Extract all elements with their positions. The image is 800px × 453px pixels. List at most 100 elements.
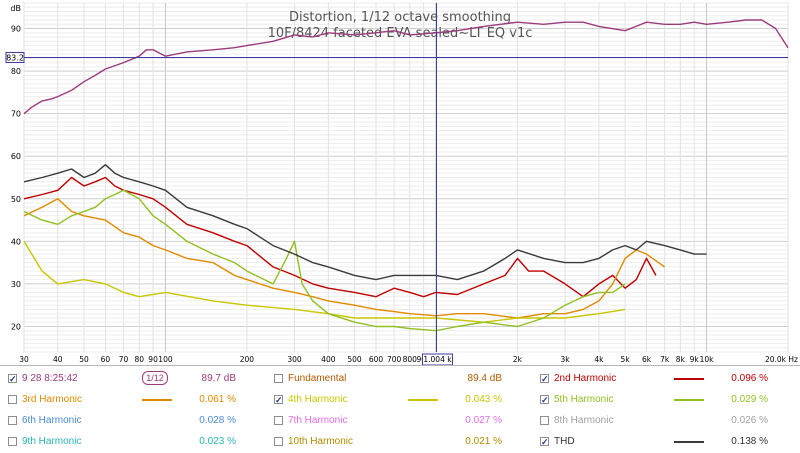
- legend-item-label: 2nd Harmonic: [554, 373, 617, 384]
- x-tick-label: 4k: [594, 355, 604, 364]
- legend-item-value: 0.026 %: [731, 415, 768, 426]
- legend-item-value: 0.138 %: [731, 436, 768, 447]
- legend-item-label: 3rd Harmonic: [22, 394, 83, 405]
- legend-item-label: 6th Harmonic: [22, 415, 82, 426]
- cursor-level-label: 83.2: [6, 53, 24, 62]
- legend-swatch: [408, 399, 438, 401]
- legend-item-label: 4th Harmonic: [288, 394, 348, 405]
- x-tick-label: 800: [403, 355, 418, 364]
- legend-checkbox[interactable]: [8, 437, 17, 446]
- legend-item-label: THD: [554, 436, 575, 447]
- legend-swatch: [142, 399, 172, 401]
- x-tick-label: 500: [347, 355, 362, 364]
- series-line: [23, 19, 789, 115]
- x-tick-label: 200: [240, 355, 255, 364]
- legend-checkbox[interactable]: [274, 437, 283, 446]
- y-tick-label: 40: [11, 237, 21, 246]
- legend-item[interactable]: 10th Harmonic 0.021 %: [266, 432, 532, 452]
- legend-item-value: 89.4 dB: [467, 373, 502, 384]
- x-tick-label: 700: [387, 355, 402, 364]
- x-tick-label: 9k: [690, 355, 700, 364]
- legend-item[interactable]: 7th Harmonic 0.027 %: [266, 411, 532, 431]
- legend-item-label: 8th Harmonic: [554, 415, 614, 426]
- legend-item-value: 0.028 %: [199, 415, 236, 426]
- y-tick-label: 80: [11, 67, 21, 76]
- legend-item-value: 0.029 %: [731, 394, 768, 405]
- legend-checkbox[interactable]: ✓: [540, 395, 549, 405]
- legend-item[interactable]: 9th Harmonic 0.023 %: [0, 432, 266, 452]
- legend-item-label: 10th Harmonic: [288, 436, 354, 447]
- series-line: [23, 240, 626, 323]
- legend-swatch: [674, 441, 704, 443]
- legend-item-label: Fundamental: [288, 373, 347, 384]
- chart-subtitle: 10F/8424 faceted EVA sealed~LT EQ v1c: [268, 26, 533, 41]
- legend-item[interactable]: ✓ 9 28 8:25:42 1/12 89.7 dB: [0, 369, 266, 389]
- smoothing-badge[interactable]: 1/12: [142, 371, 168, 385]
- legend-panel: ✓ 9 28 8:25:42 1/12 89.7 dB Fundamental 89.4 …: [0, 365, 800, 453]
- x-tick-label: 90: [148, 355, 158, 364]
- x-tick-label: 2k: [513, 355, 523, 364]
- x-tick-label: 100: [158, 355, 173, 364]
- legend-row: 6th Harmonic 0.028 % 7th Harmonic 0.027 % 8t…: [0, 411, 800, 431]
- x-tick-label: 6k: [642, 355, 652, 364]
- legend-item[interactable]: 3rd Harmonic 0.061 %: [0, 390, 266, 410]
- x-tick-label: 600: [369, 355, 384, 364]
- x-tick-label: 40: [53, 355, 63, 364]
- series-line: [23, 189, 626, 332]
- legend-checkbox[interactable]: ✓: [540, 374, 549, 384]
- legend-checkbox[interactable]: [274, 374, 283, 383]
- x-tick-label: 60: [101, 355, 111, 364]
- legend-checkbox[interactable]: [274, 416, 283, 425]
- x-tick-label: 400: [321, 355, 336, 364]
- legend-row: 9th Harmonic 0.023 % 10th Harmonic 0.021 % ✓…: [0, 432, 800, 452]
- legend-item[interactable]: ✓ 5th Harmonic 0.029 %: [532, 390, 798, 410]
- legend-item[interactable]: Fundamental 89.4 dB: [266, 369, 532, 389]
- chart-title: Distortion, 1/12 octave smoothing: [289, 10, 511, 25]
- y-tick-label: 20: [11, 322, 21, 331]
- series-line: [23, 198, 666, 319]
- legend-checkbox[interactable]: ✓: [540, 437, 549, 447]
- legend-item-label: 9th Harmonic: [22, 436, 82, 447]
- legend-checkbox[interactable]: [540, 416, 549, 425]
- y-tick-label: 50: [11, 195, 21, 204]
- y-tick-label: 60: [11, 152, 21, 161]
- legend-item-label: 9 28 8:25:42: [22, 373, 78, 384]
- distortion-chart: 20 30 40 50 60 70 80 90 dB 30 40 50 60 70 80 90 100 200 30…: [5, 2, 798, 365]
- legend-row: 3rd Harmonic 0.061 % ✓ 4th Harmonic 0.043 % ✓…: [0, 390, 800, 410]
- cursor-freq-label: 1.004 k: [423, 355, 452, 364]
- legend-checkbox[interactable]: ✓: [8, 374, 17, 384]
- cursor-level-box: [5, 51, 25, 63]
- legend-item[interactable]: ✓ THD 0.138 %: [532, 432, 798, 452]
- legend-item[interactable]: 6th Harmonic 0.028 %: [0, 411, 266, 431]
- cursor-freq-box: [421, 353, 453, 365]
- legend-checkbox[interactable]: [8, 416, 17, 425]
- x-tick-label: 5k: [621, 355, 631, 364]
- legend-item-value: 0.021 %: [465, 436, 502, 447]
- legend-checkbox[interactable]: ✓: [274, 395, 283, 405]
- x-tick-label: 8k: [676, 355, 686, 364]
- legend-item[interactable]: ✓ 4th Harmonic 0.043 %: [266, 390, 532, 410]
- legend-swatch: [674, 399, 704, 401]
- y-axis-label: dB: [10, 4, 21, 13]
- legend-item[interactable]: 8th Harmonic 0.026 %: [532, 411, 798, 431]
- legend-item-value: 0.027 %: [465, 415, 502, 426]
- x-tick-label: 30: [19, 355, 29, 364]
- x-tick-label: 10k: [700, 355, 715, 364]
- legend-item-label: 7th Harmonic: [288, 415, 348, 426]
- x-tick-label: 20.0k Hz: [765, 355, 798, 364]
- y-tick-label: 30: [11, 280, 21, 289]
- x-tick-label: 70: [119, 355, 129, 364]
- legend-item-value: 0.023 %: [199, 436, 236, 447]
- x-tick-label: 3k: [561, 355, 571, 364]
- x-tick-label: 300: [287, 355, 302, 364]
- legend-item[interactable]: ✓ 2nd Harmonic 0.096 %: [532, 369, 798, 389]
- legend-item-value: 0.043 %: [465, 394, 502, 405]
- x-tick-label: 80: [134, 355, 144, 364]
- legend-item-value: 0.096 %: [731, 373, 768, 384]
- y-tick-label: 90: [11, 25, 21, 34]
- legend-row: ✓ 9 28 8:25:42 1/12 89.7 dB Fundamental 89.4 …: [0, 369, 800, 389]
- x-tick-label: 50: [79, 355, 89, 364]
- legend-checkbox[interactable]: [8, 395, 17, 404]
- series-line: [23, 176, 657, 298]
- x-tick-label: 7k: [660, 355, 670, 364]
